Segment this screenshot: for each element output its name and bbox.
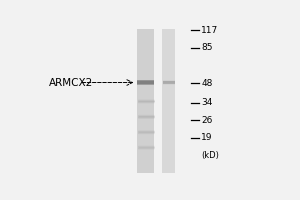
Text: 26: 26 [201,116,213,125]
Bar [163,29,175,173]
Bar [137,29,154,173]
Text: ARMCX2: ARMCX2 [49,78,93,88]
Text: 19: 19 [201,133,213,142]
Text: (kD): (kD) [201,151,219,160]
Text: 34: 34 [201,98,213,107]
Text: 48: 48 [201,79,213,88]
Text: 117: 117 [201,26,219,35]
Text: 85: 85 [201,43,213,52]
